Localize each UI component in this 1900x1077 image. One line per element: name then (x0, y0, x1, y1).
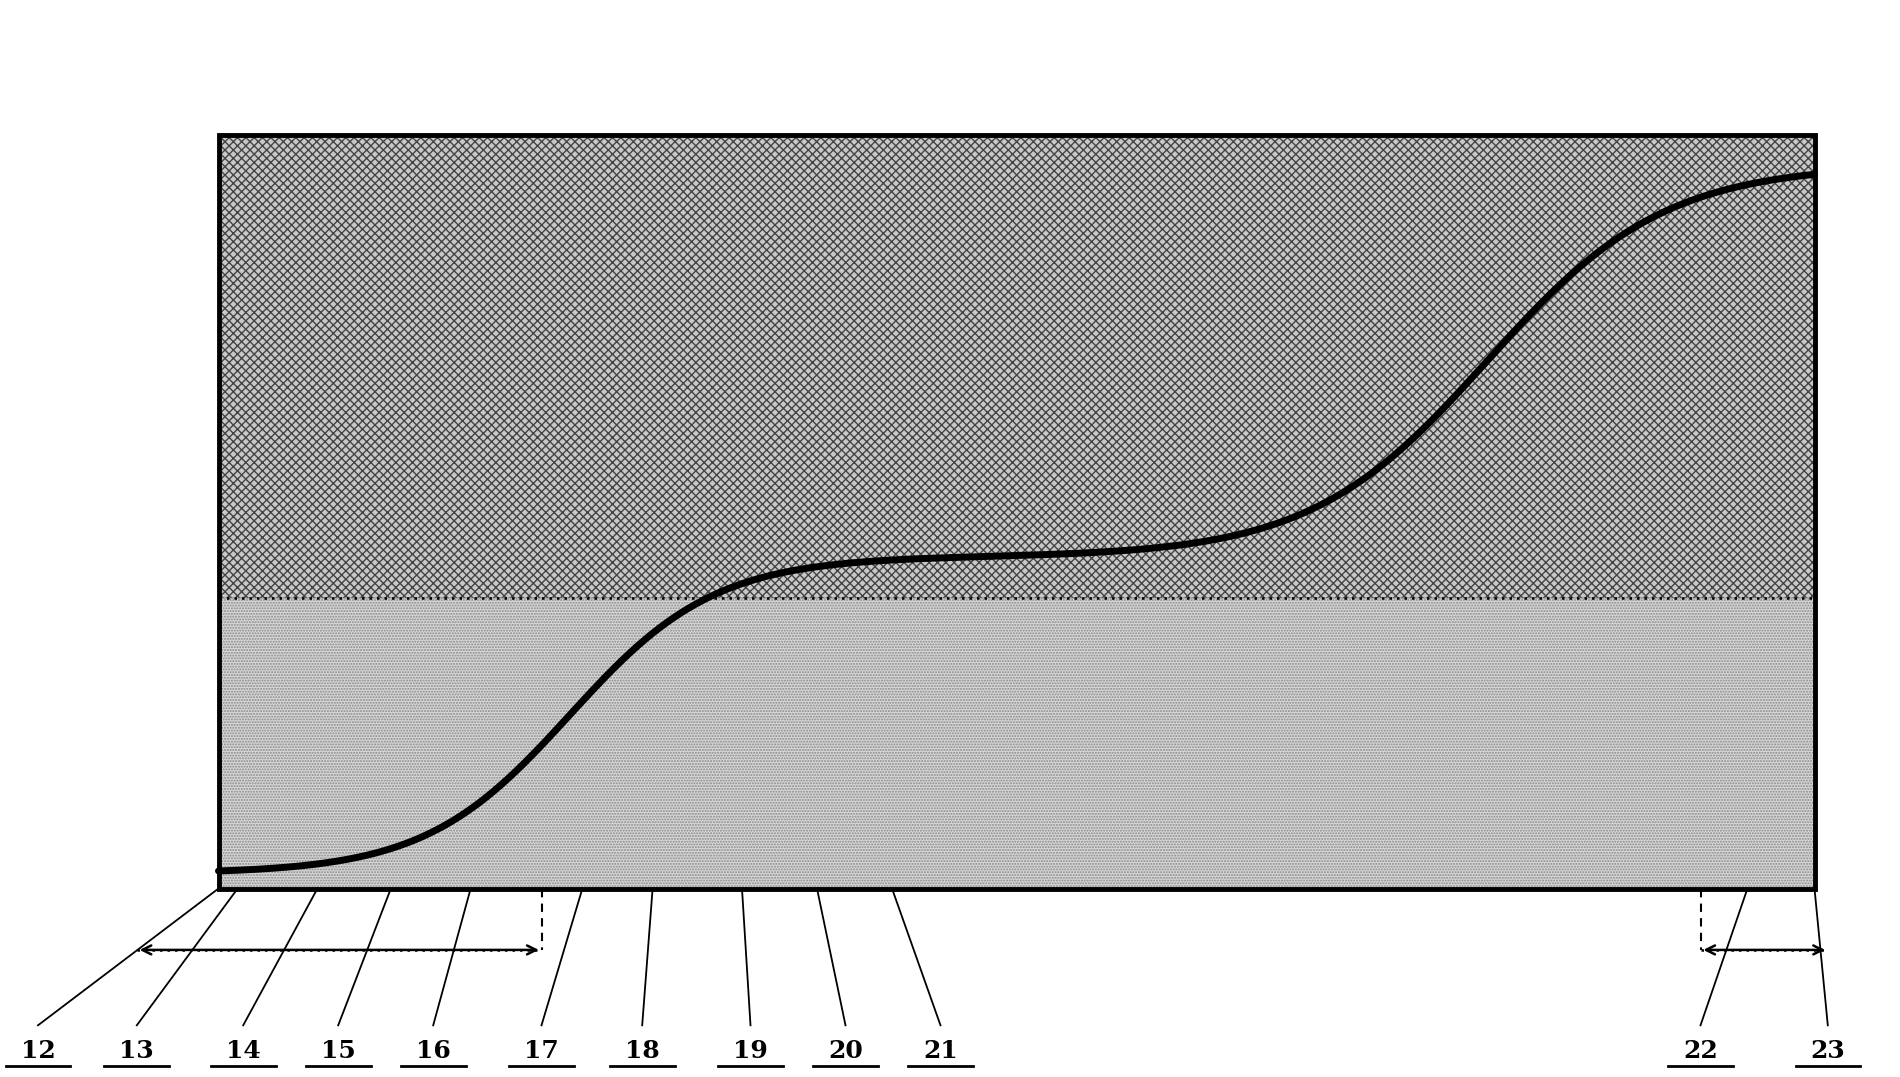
Text: 21: 21 (923, 1039, 958, 1063)
Text: 23: 23 (1811, 1039, 1845, 1063)
Text: 14: 14 (226, 1039, 260, 1063)
Text: 16: 16 (416, 1039, 450, 1063)
Text: 22: 22 (1683, 1039, 1718, 1063)
Text: 17: 17 (524, 1039, 559, 1063)
Bar (218, 599, 1814, 889)
Bar (218, 135, 1814, 889)
Text: 15: 15 (321, 1039, 355, 1063)
Text: 13: 13 (120, 1039, 154, 1063)
Bar (218, 599, 1814, 889)
Text: 20: 20 (828, 1039, 863, 1063)
Text: 18: 18 (625, 1039, 659, 1063)
Bar (218, 135, 1814, 599)
Text: 19: 19 (733, 1039, 768, 1063)
Bar (218, 135, 1814, 599)
Text: 12: 12 (21, 1039, 55, 1063)
